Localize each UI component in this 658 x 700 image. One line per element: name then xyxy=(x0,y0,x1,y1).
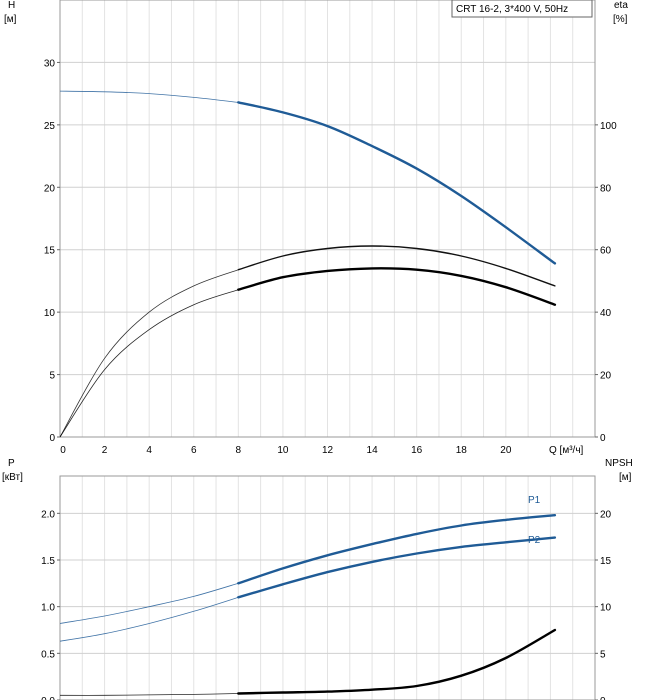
bottom-y-left-tick: 0.5 xyxy=(41,649,55,660)
bottom-y-right-tick: 10 xyxy=(600,603,612,614)
top-series-1-line-thin xyxy=(59,269,239,438)
x-tick-label: 20 xyxy=(500,445,512,456)
bottom-series-2-line xyxy=(237,628,557,695)
p1-series-label: P1 xyxy=(528,495,541,506)
bottom-y-left-tick: 1.0 xyxy=(41,603,55,614)
top-series-0-line-thin xyxy=(59,90,239,103)
top-y-right-unit: [%] xyxy=(613,14,628,25)
top-y-left-unit: [м] xyxy=(4,14,17,25)
x-tick-label: 16 xyxy=(411,445,423,456)
top-y-left-tick: 20 xyxy=(44,183,56,194)
bottom-y-right-label: NPSH xyxy=(605,458,633,469)
bottom-y-left-unit: [кВт] xyxy=(2,472,23,483)
top-y-left-tick: 5 xyxy=(49,371,55,382)
bottom-series-layer xyxy=(59,514,557,696)
bottom-series-0-line xyxy=(237,514,557,585)
top-y-left-label: H xyxy=(8,0,15,11)
top-y-right-tick: 80 xyxy=(600,183,612,194)
bottom-y-right-tick: 20 xyxy=(600,509,612,520)
x-tick-label: 10 xyxy=(277,445,289,456)
top-grid xyxy=(60,0,595,438)
bottom-y-left-tick: 1.5 xyxy=(41,556,55,567)
top-x-label: Q [м³/ч] xyxy=(549,445,584,456)
bottom-y-left-label: P xyxy=(8,458,15,469)
p2-series-label: P2 xyxy=(528,535,541,546)
top-series-2-line-thin xyxy=(59,289,239,438)
bottom-grid xyxy=(60,476,595,700)
bottom-y-left-tick: 0.0 xyxy=(41,696,55,700)
top-y-right-tick: 60 xyxy=(600,246,612,257)
bottom-y-right-tick: 5 xyxy=(600,649,606,660)
top-series-1-line xyxy=(237,245,556,287)
top-y-left-tick: 0 xyxy=(49,433,55,444)
top-y-right-tick: 0 xyxy=(600,433,606,444)
top-y-left-tick: 25 xyxy=(44,121,56,132)
bottom-tick-labels: 0.0 0.5 1.0 1.5 2.0 0 5 10 15 20 xyxy=(41,509,612,700)
bottom-series-0-line-thin xyxy=(59,582,239,624)
x-tick-label: 12 xyxy=(322,445,334,456)
top-y-left-tick: 10 xyxy=(44,308,56,319)
x-tick-label: 6 xyxy=(191,445,197,456)
bottom-y-left-tick: 2.0 xyxy=(41,509,55,520)
x-tick-label: 4 xyxy=(146,445,152,456)
top-y-left-tick: 30 xyxy=(44,58,56,69)
top-series-layer xyxy=(59,90,557,438)
chart-title: CRT 16-2, 3*400 V, 50Hz xyxy=(456,4,568,15)
chart-title-box xyxy=(451,0,593,18)
x-tick-label: 2 xyxy=(102,445,108,456)
x-tick-label: 0 xyxy=(60,445,66,456)
x-tick-label: 18 xyxy=(456,445,468,456)
x-tick-label: 8 xyxy=(236,445,242,456)
bottom-series-1-line-thin xyxy=(59,596,239,642)
top-y-right-tick: 20 xyxy=(600,371,612,382)
bottom-plot-frame xyxy=(59,475,596,700)
top-tick-labels: 0 5 10 15 20 25 30 0 20 40 60 80 100 0 2 4 6 8 10 12 14 16 18 2… xyxy=(44,58,617,456)
bottom-y-right-tick: 15 xyxy=(600,556,612,567)
top-series-2-line xyxy=(237,267,557,306)
bottom-series-2-line-thin xyxy=(59,693,239,696)
bottom-series-1-line xyxy=(237,536,557,599)
top-y-right-tick: 100 xyxy=(600,121,617,132)
top-y-right-label: eta xyxy=(614,0,628,11)
top-series-0-line xyxy=(237,101,557,265)
bottom-y-right-tick: 0 xyxy=(600,696,606,700)
top-y-right-tick: 40 xyxy=(600,308,612,319)
top-plot-frame xyxy=(59,0,596,438)
bottom-y-right-unit: [м] xyxy=(619,472,632,483)
x-tick-label: 14 xyxy=(367,445,379,456)
top-y-left-tick: 15 xyxy=(44,246,56,257)
